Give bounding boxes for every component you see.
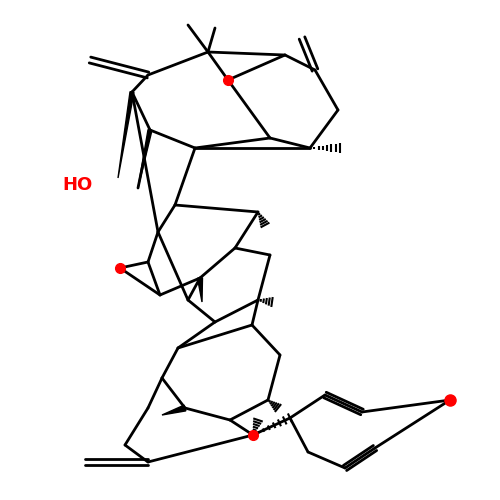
Polygon shape <box>118 92 134 178</box>
Text: HO: HO <box>62 176 92 194</box>
Polygon shape <box>162 405 186 415</box>
Polygon shape <box>138 130 152 188</box>
Polygon shape <box>198 278 202 302</box>
